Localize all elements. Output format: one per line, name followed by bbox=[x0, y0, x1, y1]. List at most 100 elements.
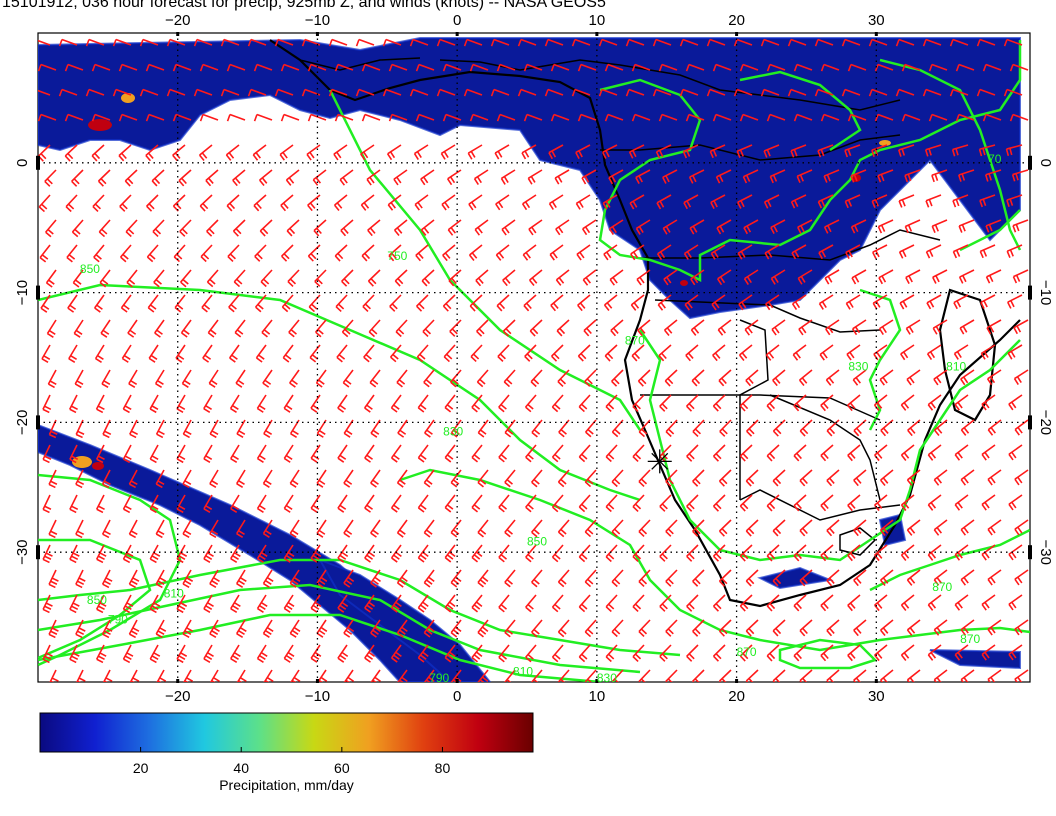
contour-label: 850 bbox=[527, 535, 547, 549]
wind-barb bbox=[450, 669, 462, 682]
wind-barb bbox=[280, 194, 294, 207]
wind-barb-feather bbox=[581, 177, 587, 185]
wind-barb-feather bbox=[667, 628, 674, 635]
wind-barb-feather bbox=[925, 251, 931, 259]
wind-barb-feather bbox=[374, 576, 381, 583]
wind-barb bbox=[577, 344, 591, 357]
wind-barb bbox=[853, 519, 867, 531]
wind-barb-feather bbox=[178, 180, 185, 187]
wind-barb bbox=[850, 63, 867, 71]
wind-barb-feather bbox=[933, 479, 940, 486]
wind-barb-feather bbox=[409, 39, 414, 47]
wind-barb-feather bbox=[689, 227, 695, 235]
wind-barb-feather bbox=[232, 554, 239, 560]
wind-barb-feather bbox=[531, 631, 538, 638]
wind-barb-feather bbox=[420, 554, 427, 560]
wind-barb-feather bbox=[503, 176, 509, 183]
graticule bbox=[38, 33, 1030, 682]
wind-barb bbox=[42, 494, 51, 510]
wind-barb-feather bbox=[1016, 325, 1022, 333]
wind-barb-feather bbox=[737, 252, 743, 260]
wind-barb-feather bbox=[900, 654, 907, 661]
wind-barb-feather bbox=[94, 152, 101, 160]
wind-barb bbox=[417, 594, 429, 609]
wind-barb-feather bbox=[504, 431, 512, 438]
wind-barb-feather bbox=[291, 629, 299, 635]
wind-barb bbox=[712, 494, 726, 507]
wind-barb bbox=[826, 419, 840, 432]
wind-barb bbox=[739, 394, 753, 407]
wind-barb-feather bbox=[256, 253, 263, 260]
wind-barb-feather bbox=[75, 483, 83, 489]
wind-barb bbox=[440, 144, 456, 155]
wind-barb-feather bbox=[334, 114, 339, 122]
wind-barb-feather bbox=[423, 482, 431, 488]
wind-barb-feather bbox=[420, 454, 427, 460]
wind-barb-feather bbox=[634, 352, 641, 360]
wind-barb bbox=[175, 113, 192, 121]
wind-barb-feather bbox=[498, 556, 505, 563]
wind-barb-feather bbox=[469, 64, 474, 72]
wind-barb-feather bbox=[961, 224, 966, 232]
wind-barb-feather bbox=[984, 501, 990, 509]
wind-barb bbox=[75, 619, 84, 635]
wind-barb-feather bbox=[989, 325, 995, 333]
wind-barb-feather bbox=[560, 678, 565, 682]
wind-barb bbox=[736, 144, 753, 152]
wind-barb-feather bbox=[934, 173, 939, 181]
wind-barb bbox=[531, 569, 543, 583]
wind-barb-feather bbox=[1008, 553, 1014, 561]
map-layers bbox=[38, 37, 1030, 682]
wind-barb-feather bbox=[364, 407, 371, 413]
wind-barb-feather bbox=[99, 602, 107, 607]
wind-barb-feather bbox=[96, 304, 103, 310]
wind-barb bbox=[343, 669, 354, 682]
wind-barb bbox=[793, 394, 807, 407]
wind-barb-feather bbox=[209, 633, 217, 639]
wind-barb-feather bbox=[904, 226, 909, 234]
wind-barb bbox=[765, 344, 780, 356]
wind-barb-feather bbox=[855, 677, 861, 682]
wind-barb-feather bbox=[1008, 603, 1014, 611]
wind-barb-feather bbox=[44, 455, 52, 460]
wind-barb-feather bbox=[984, 551, 990, 559]
wind-barb-feather bbox=[978, 149, 983, 157]
wind-barb-feather bbox=[235, 382, 243, 388]
wind-barb bbox=[745, 569, 759, 582]
wind-barb bbox=[551, 644, 564, 658]
wind-barb bbox=[417, 494, 429, 509]
wind-barb bbox=[339, 169, 354, 181]
wind-barb-feather bbox=[449, 651, 456, 658]
wind-barb bbox=[981, 644, 996, 656]
wind-barb-feather bbox=[898, 149, 902, 157]
wind-barb-feather bbox=[712, 505, 719, 512]
wind-barb bbox=[504, 669, 516, 682]
wind-barb-feather bbox=[632, 506, 639, 513]
wind-barb-feather bbox=[822, 652, 829, 659]
wind-barb-feather bbox=[154, 177, 161, 185]
wind-barb bbox=[75, 419, 84, 435]
wind-barb-feather bbox=[584, 581, 592, 588]
wind-barb bbox=[415, 244, 429, 257]
wind-barb-feather bbox=[822, 452, 829, 459]
wind-barb-feather bbox=[41, 358, 49, 364]
wind-barb bbox=[691, 369, 705, 382]
wind-barb-feather bbox=[983, 351, 989, 358]
wind-barb bbox=[474, 169, 489, 180]
wind-barb-feather bbox=[745, 379, 752, 387]
wind-barb-feather bbox=[874, 148, 879, 156]
wind-barb-feather bbox=[238, 679, 243, 682]
wind-barb-feather bbox=[155, 633, 163, 639]
wind-barb-feather bbox=[1014, 678, 1018, 682]
wind-barb-feather bbox=[211, 430, 219, 436]
wind-barb bbox=[122, 594, 132, 610]
wind-barb-feather bbox=[820, 504, 827, 512]
wind-barb bbox=[67, 294, 78, 309]
wind-barb bbox=[369, 369, 381, 384]
wind-barb-feather bbox=[554, 177, 560, 185]
wind-barb-feather bbox=[902, 300, 908, 308]
wind-barb-feather bbox=[206, 281, 214, 288]
wind-barb bbox=[201, 294, 213, 308]
wind-barb-feather bbox=[390, 202, 396, 209]
wind-barb-feather bbox=[956, 351, 962, 359]
